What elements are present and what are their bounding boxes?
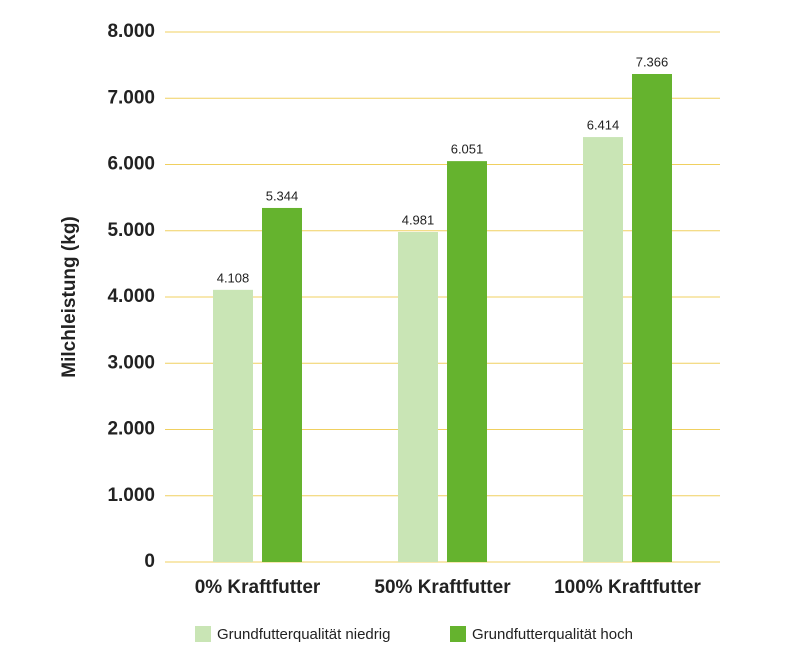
value-label: 4.981 bbox=[402, 212, 435, 227]
y-tick-label: 7.000 bbox=[107, 87, 155, 108]
y-tick-label: 8.000 bbox=[107, 21, 155, 42]
bar bbox=[632, 74, 672, 562]
legend-swatch bbox=[195, 626, 211, 642]
y-tick-label: 1.000 bbox=[107, 485, 155, 506]
bar bbox=[262, 207, 302, 562]
x-tick-label: 50% Kraftfutter bbox=[374, 577, 511, 598]
value-label: 7.366 bbox=[636, 54, 669, 69]
x-tick-label: 100% Kraftfutter bbox=[554, 577, 701, 598]
bar bbox=[213, 289, 253, 562]
legend-label: Grundfutterqualität niedrig bbox=[217, 626, 390, 643]
bar bbox=[447, 161, 487, 562]
y-tick-label: 3.000 bbox=[107, 352, 155, 373]
y-tick-label: 2.000 bbox=[107, 419, 155, 440]
bar bbox=[583, 137, 623, 562]
value-label: 6.051 bbox=[451, 142, 484, 157]
y-tick-label: 4.000 bbox=[107, 286, 155, 307]
y-axis-label: Milchleistung (kg) bbox=[59, 216, 80, 378]
y-tick-label: 0 bbox=[144, 551, 155, 572]
legend-label: Grundfutterqualität hoch bbox=[472, 626, 633, 643]
y-tick-label: 6.000 bbox=[107, 154, 155, 175]
y-tick-label: 5.000 bbox=[107, 220, 155, 241]
legend-swatch bbox=[450, 626, 466, 642]
x-tick-label: 0% Kraftfutter bbox=[195, 577, 321, 598]
bar bbox=[398, 232, 438, 563]
value-label: 6.414 bbox=[587, 118, 620, 133]
value-label: 4.108 bbox=[217, 270, 250, 285]
value-label: 5.344 bbox=[266, 188, 299, 203]
